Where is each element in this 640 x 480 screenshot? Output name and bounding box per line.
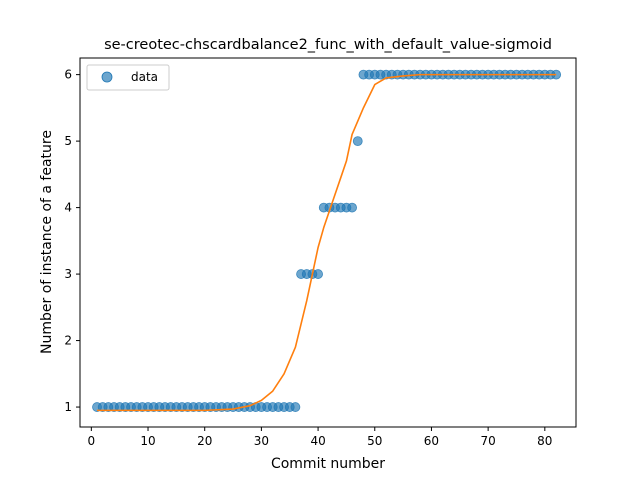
data-point	[352, 136, 363, 147]
y-tick-label: 4	[64, 201, 72, 215]
legend: data	[86, 64, 170, 91]
data-point	[290, 402, 301, 412]
x-tick-label: 60	[424, 434, 439, 448]
y-tick-label: 6	[64, 68, 72, 82]
x-tick-label: 20	[197, 434, 212, 448]
chart-title: se-creotec-chscardbalance2_func_with_def…	[104, 37, 552, 53]
x-tick-label: 0	[88, 434, 96, 448]
axis-ticks: 0 10 20 30 40 50 60 70 80 1 2 3 4 5 6	[64, 68, 552, 448]
y-tick-label: 5	[64, 134, 72, 148]
x-tick-label: 70	[480, 434, 495, 448]
legend-box	[86, 64, 170, 91]
plot-frame	[79, 57, 577, 428]
plot-data	[92, 69, 562, 412]
x-tick-label: 40	[310, 434, 325, 448]
y-tick-label: 3	[64, 267, 72, 281]
x-tick-label: 10	[140, 434, 155, 448]
fit-line	[97, 73, 557, 412]
data-point	[347, 202, 357, 213]
data-point	[313, 269, 323, 279]
y-tick-label: 1	[64, 400, 72, 414]
x-tick-label: 80	[537, 434, 552, 448]
y-tick-label: 2	[64, 334, 72, 348]
y-axis-label: Number of instance of a feature	[39, 130, 55, 354]
x-tick-label: 30	[254, 434, 269, 448]
x-tick-label: 50	[367, 434, 382, 448]
legend-marker	[101, 71, 113, 83]
x-axis-label: Commit number	[271, 456, 385, 472]
legend-label: data	[131, 70, 158, 84]
